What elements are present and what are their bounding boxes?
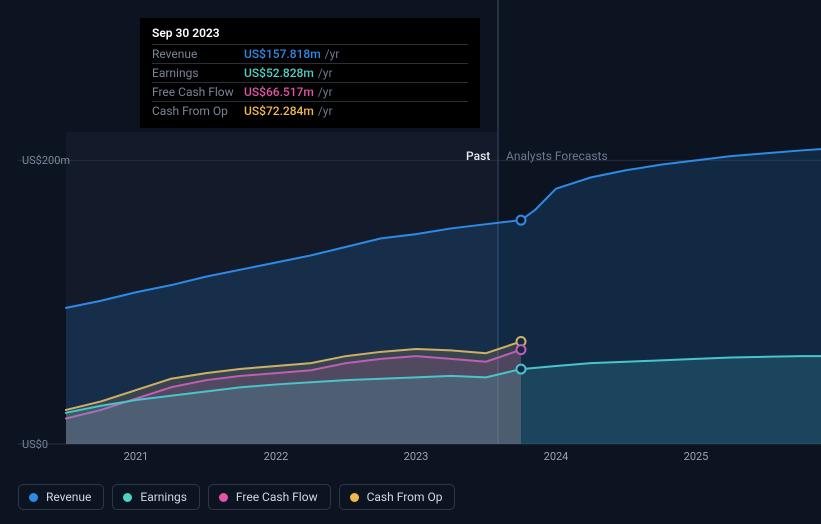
tooltip-metric-name: Free Cash Flow	[152, 85, 244, 99]
tooltip-metric-value: US$72.284m	[244, 104, 314, 118]
y-tick-label: US$0	[22, 438, 48, 451]
legend-dot	[29, 493, 38, 502]
tooltip-metric-unit: /yr	[318, 104, 333, 118]
legend-item-revenue[interactable]: Revenue	[18, 484, 104, 510]
forecast-label: Analysts Forecasts	[506, 149, 608, 163]
past-label: Past	[466, 149, 490, 163]
legend-item-cfo[interactable]: Cash From Op	[339, 484, 456, 510]
legend-dot	[350, 493, 359, 502]
tooltip-metric-name: Earnings	[152, 66, 244, 80]
tooltip-metric-value: US$66.517m	[244, 85, 314, 99]
x-tick-label: 2021	[124, 450, 149, 463]
tooltip-metric-name: Revenue	[152, 47, 244, 61]
y-tick-label: US$200m	[22, 154, 70, 167]
tooltip-metric-unit: /yr	[318, 66, 333, 80]
legend-label: Earnings	[140, 490, 187, 504]
tooltip-metric-name: Cash From Op	[152, 104, 244, 118]
x-tick-label: 2024	[544, 450, 569, 463]
tooltip-row: Cash From OpUS$72.284m/yr	[152, 101, 468, 120]
legend-dot	[123, 493, 132, 502]
tooltip-metric-value: US$157.818m	[244, 47, 321, 61]
legend-label: Free Cash Flow	[236, 490, 318, 504]
tooltip-row: EarningsUS$52.828m/yr	[152, 63, 468, 82]
tooltip-date: Sep 30 2023	[152, 26, 468, 40]
legend-item-fcf[interactable]: Free Cash Flow	[208, 484, 331, 510]
x-tick-label: 2023	[404, 450, 429, 463]
x-tick-label: 2022	[264, 450, 289, 463]
legend-item-earnings[interactable]: Earnings	[112, 484, 200, 510]
tooltip-row: RevenueUS$157.818m/yr	[152, 44, 468, 63]
tooltip-metric-unit: /yr	[318, 85, 333, 99]
chart-legend: Revenue Earnings Free Cash Flow Cash From O…	[18, 484, 455, 510]
tooltip-row: Free Cash FlowUS$66.517m/yr	[152, 82, 468, 101]
tooltip-metric-unit: /yr	[325, 47, 340, 61]
legend-label: Revenue	[46, 490, 91, 504]
hover-tooltip: Sep 30 2023 RevenueUS$157.818m/yrEarning…	[140, 18, 480, 128]
legend-dot	[219, 493, 228, 502]
x-tick-label: 2025	[684, 450, 709, 463]
legend-label: Cash From Op	[367, 490, 443, 504]
tooltip-metric-value: US$52.828m	[244, 66, 314, 80]
